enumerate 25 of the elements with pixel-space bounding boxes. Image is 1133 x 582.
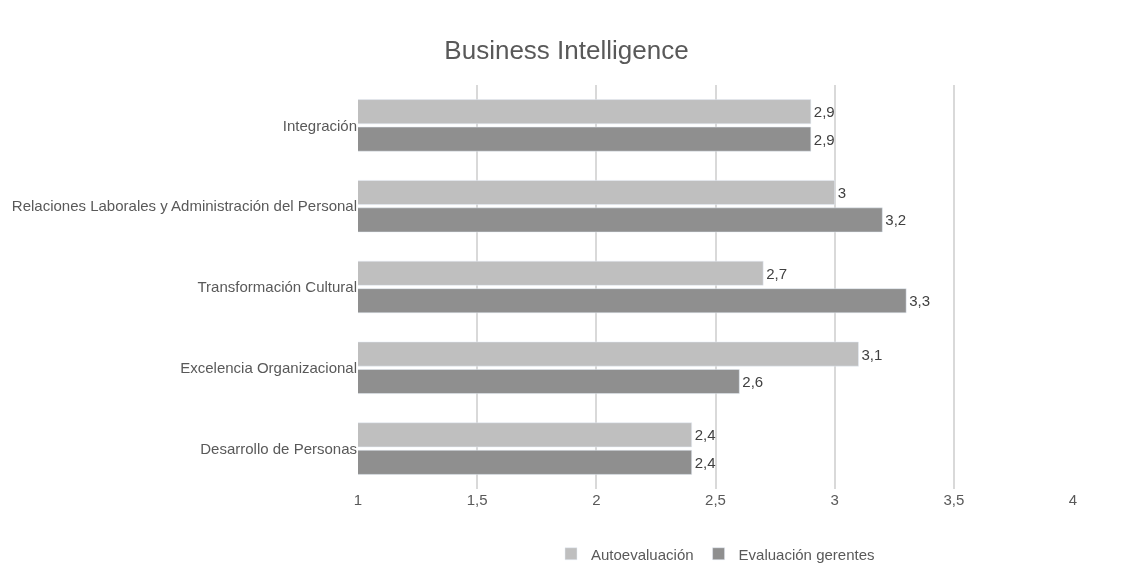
legend-label: Evaluación gerentes [738,545,875,563]
x-tick-label: 2,5 [705,491,726,508]
x-tick-label: 1,5 [466,491,488,508]
data-label: 3,1 [861,345,883,363]
x-tick-label: 4 [1068,491,1078,508]
y-tick-label: Transformación Cultural [197,278,357,296]
x-tick-label: 2 [592,491,601,508]
y-tick-label: Excelencia Organizacional [180,359,357,377]
data-label: 2,6 [742,373,764,391]
y-tick-label: Integración [282,116,357,134]
x-tick-label: 3 [830,491,839,508]
x-tick-label: 1 [353,491,363,508]
data-label: 2,9 [813,103,835,121]
y-tick-label: Desarrollo de Personas [200,439,357,457]
data-label: 2,4 [694,453,716,471]
data-label: 2,7 [766,264,788,282]
data-label: 2,4 [694,426,716,444]
chart-title: Business Intelligence [444,34,689,65]
y-tick-label: Relaciones Laborales y Administración del Personal [11,197,357,215]
data-label: 2,9 [813,130,835,148]
data-label: 3,3 [909,292,931,310]
x-tick-label: 3,5 [943,491,965,508]
data-label: 3 [837,183,847,201]
data-label: 3,2 [885,211,907,229]
legend-label: Autoevaluación [591,545,694,563]
